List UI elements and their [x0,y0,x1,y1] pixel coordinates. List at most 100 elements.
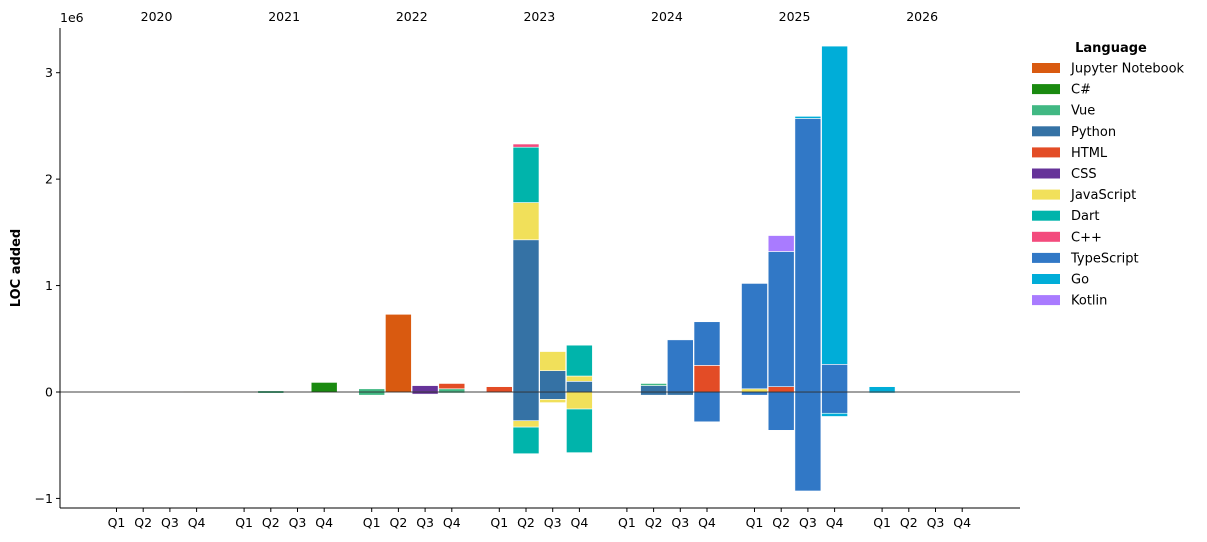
bar-segment-kotlin [767,235,795,252]
legend-label-go: Go [1071,273,1089,288]
legend-label-dart: Dart [1071,209,1099,224]
bar-segment-css [411,385,439,393]
legend-swatch-cpp [1032,231,1060,242]
legend-label-html: HTML [1071,146,1108,161]
bar-segment-javascript [512,420,540,428]
year-label: 2026 [906,9,938,24]
year-label: 2022 [396,9,428,24]
year-labels: 2020 2021 2022 2023 2024 2025 2026 [141,9,938,24]
bar-segment-typescript [666,339,694,393]
legend-swatch-python [1032,126,1060,137]
bar-segment-dart [512,146,540,203]
bar-segment-javascript [566,391,593,410]
x-tick-label: Q4 [188,515,206,530]
legend-label-typescript: TypeScript [1070,251,1139,266]
x-tick-label: Q3 [289,515,307,530]
x-tick-label: Q1 [363,515,381,530]
bar-segment-python [539,391,567,400]
legend-label-csharp: C# [1071,83,1091,98]
x-tick-label: Q2 [772,515,790,530]
year-label: 2025 [779,9,811,24]
legend-swatch-typescript [1032,252,1060,263]
bar-segment-typescript [767,391,795,431]
x-tick-label: Q4 [443,515,461,530]
x-tick-label: Q2 [134,515,152,530]
x-tick-label: Q1 [618,515,636,530]
bar-segment-javascript [741,388,768,393]
legend-title: Language [1075,41,1147,56]
y-axis-label: LOC added [9,229,24,307]
legend-swatch-jupyter-notebook [1032,63,1060,73]
bar-segment-typescript [794,391,822,492]
x-tick-label: Q2 [900,515,918,530]
year-label: 2020 [141,9,173,24]
bar-segment-jupyter-notebook [385,313,412,393]
bar-segment-go [794,116,822,119]
bar-segment-typescript [821,391,848,414]
x-tick-label: Q1 [873,515,891,530]
bar-segment-csharp [310,382,338,393]
bar-segment-javascript [539,399,567,403]
bar-segment-python [566,381,593,393]
legend-label-jupyter-notebook: Jupyter Notebook [1070,62,1185,77]
bar-segment-typescript [821,364,848,393]
y-tick-label: −1 [35,491,53,506]
year-label: 2024 [651,9,683,24]
bar-segment-typescript [741,391,768,396]
legend-swatch-javascript [1032,189,1060,200]
bar-segment-typescript [794,118,822,393]
x-tick-label: Q3 [416,515,434,530]
x-tick-label: Q1 [235,515,253,530]
y-tick-label: 2 [45,172,53,187]
bar-segment-go [868,386,896,393]
bar-segment-go [821,45,848,365]
bar-segment-html [438,383,466,390]
bar-segment-javascript [539,351,567,372]
legend-label-vue: Vue [1071,104,1095,119]
legend-swatch-css [1032,168,1060,179]
x-tick-label: Q4 [571,515,589,530]
bar-segment-vue [438,388,466,393]
bar-segment-vue [358,388,386,393]
legend-swatch-kotlin [1032,295,1060,306]
y-offset-label: 1e6 [60,10,84,25]
x-tick-label: Q2 [645,515,663,530]
bar-segment-vue [640,383,667,386]
legend-label-javascript: JavaScript [1070,188,1136,203]
bar-segment-python [666,391,694,396]
bar-segment-typescript [693,391,721,423]
legend-swatch-html [1032,147,1060,158]
bar-segment-typescript [767,251,795,387]
bar-segment-dart [566,344,593,377]
x-tick-label: Q3 [799,515,817,530]
x-tick-label: Q4 [953,515,971,530]
bar-segment-python [640,391,667,396]
legend-label-cpp: C++ [1071,230,1102,245]
bar-segment-python [539,370,567,393]
bar-segment-html [693,365,721,393]
bar-segment-javascript [566,375,593,382]
x-tick-label: Q3 [544,515,562,530]
bar-segment-typescript [741,283,768,390]
legend-swatch-csharp [1032,84,1060,95]
bar-segment-python [512,391,540,422]
x-tick-label: Q1 [490,515,508,530]
bar-segment-dart [566,408,593,453]
bar-segment-python [640,385,667,393]
bar-segment-javascript [512,202,540,241]
y-ticks: −1 0 1 2 3 [35,65,60,506]
bar-segment-cpp [512,143,540,148]
legend-swatch-go [1032,274,1060,284]
x-tick-label: Q3 [671,515,689,530]
year-label: 2023 [523,9,555,24]
legend-swatch-vue [1032,105,1060,116]
x-tick-label: Q2 [517,515,535,530]
x-tick-label: Q3 [161,515,179,530]
legend-label-kotlin: Kotlin [1071,294,1107,309]
x-tick-label: Q2 [390,515,408,530]
bar-segment-typescript [693,321,721,366]
bar-segment-html [767,386,795,393]
bar-segment-vue [358,391,386,396]
x-tick-label: Q4 [826,515,844,530]
